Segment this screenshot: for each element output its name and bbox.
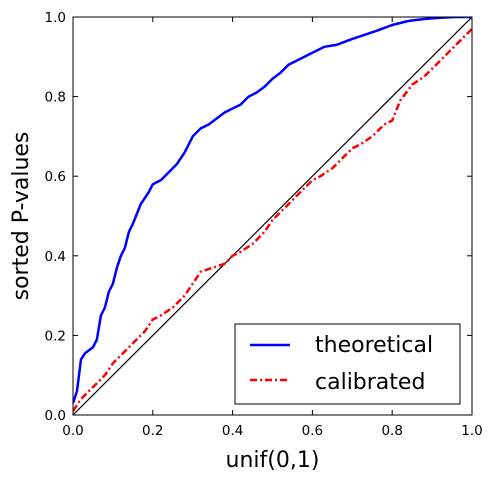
x-tick-label: 0.0 [62, 423, 83, 439]
x-tick-label: 0.4 [222, 423, 243, 439]
y-tick-label: 0.2 [45, 328, 66, 344]
y-tick-label: 1.0 [45, 10, 66, 26]
x-axis-label: unif(0,1) [226, 448, 320, 473]
x-tick-label: 0.8 [381, 423, 402, 439]
y-tick-label: 0.8 [45, 90, 66, 106]
legend-label-theoretical: theoretical [315, 333, 433, 358]
y-tick-label: 0.0 [45, 408, 66, 424]
x-tick-label: 0.6 [302, 423, 323, 439]
y-tick-label: 0.6 [45, 169, 66, 185]
x-tick-label: 0.2 [142, 423, 163, 439]
y-tick-label: 0.4 [45, 249, 66, 265]
y-axis-label: sorted P-values [9, 132, 34, 301]
legend-label-calibrated: calibrated [315, 370, 425, 395]
legend: theoretical calibrated [235, 324, 460, 404]
x-tick-label: 1.0 [461, 423, 482, 439]
